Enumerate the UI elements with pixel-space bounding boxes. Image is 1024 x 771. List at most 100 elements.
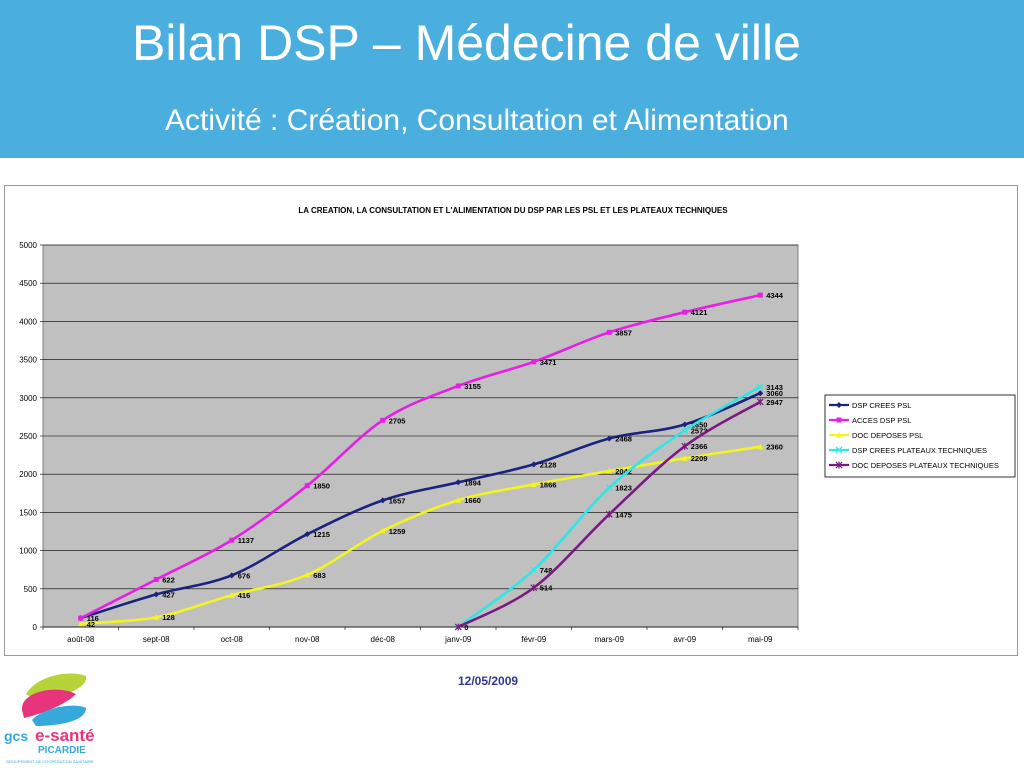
data-point: [530, 584, 538, 592]
x-tick-label: oct-08: [221, 635, 244, 644]
data-label: 2947: [766, 398, 783, 407]
data-point: [380, 417, 386, 423]
chart-container: LA CREATION, LA CONSULTATION ET L'ALIMEN…: [4, 185, 1018, 656]
series-line-2: [80, 445, 761, 626]
data-label: 1475: [615, 510, 632, 519]
data-point: [455, 383, 461, 389]
slide-subtitle: Activité : Création, Consultation et Ali…: [165, 104, 789, 137]
plot-area: 0 500 1000 1500 2000 2500 3000 3500 4000 4500 5000…: [19, 241, 799, 644]
legend-marker: [835, 461, 843, 469]
data-point: [605, 510, 613, 518]
slide-date: 12/05/2009: [458, 674, 519, 688]
data-point: [530, 481, 537, 487]
data-label: 683: [313, 571, 326, 580]
data-point: [682, 309, 688, 315]
x-tick-label: nov-08: [295, 635, 320, 644]
data-point: [605, 484, 613, 492]
data-label: 2573: [691, 426, 708, 435]
data-point: [757, 390, 764, 397]
logo-swoosh-blue: [32, 705, 86, 726]
data-label: 514: [540, 584, 553, 593]
data-point: [77, 620, 84, 627]
data-label: 1657: [389, 496, 406, 505]
data-label: 2209: [691, 454, 708, 463]
data-label: 2468: [615, 434, 632, 443]
data-point: [455, 479, 462, 486]
data-point: [681, 455, 688, 461]
data-label: 1215: [313, 530, 330, 539]
data-point: [153, 614, 160, 620]
data-label: 2705: [389, 416, 406, 425]
data-label: 622: [162, 575, 175, 584]
data-point: [606, 435, 613, 442]
svg-text:e-santé: e-santé: [35, 726, 95, 745]
y-tick-label: 0: [33, 623, 38, 632]
x-tick-label: janv-09: [444, 635, 472, 644]
data-point: [455, 497, 462, 503]
data-label: 2128: [540, 460, 557, 469]
series-line-0: [80, 392, 761, 620]
y-tick-label: 2000: [19, 470, 37, 479]
legend-marker: [836, 402, 842, 408]
svg-text:GROUPEMENT DE COOPÉRATION SANI: GROUPEMENT DE COOPÉRATION SANITAIRE: [6, 759, 94, 764]
data-label: 0: [464, 623, 468, 632]
data-label: 3143: [766, 383, 783, 392]
y-tick-label: 1500: [19, 508, 37, 517]
data-point: [530, 461, 537, 468]
data-label: 1894: [464, 478, 482, 487]
legend-label: ACCES DSP PSL: [852, 416, 911, 425]
data-point: [153, 591, 160, 598]
data-point: [757, 443, 764, 450]
data-label: 116: [87, 614, 99, 623]
data-label: 427: [162, 590, 175, 599]
data-label: 3155: [464, 382, 481, 391]
data-point: [454, 623, 462, 631]
data-point: [379, 497, 386, 504]
data-point: [681, 426, 689, 434]
svg-text:gcs: gcs: [4, 728, 28, 744]
x-tick-label: mai-09: [748, 635, 773, 644]
y-tick-label: 4500: [19, 279, 37, 288]
x-tick-label: sept-08: [143, 635, 170, 644]
legend-label: DOC DEPOSES PLATEAUX TECHNIQUES: [852, 461, 999, 470]
series-line-1: [80, 293, 761, 620]
data-label: 748: [540, 566, 553, 575]
data-point: [756, 383, 764, 391]
y-tick-label: 5000: [19, 241, 37, 250]
data-label: 2360: [766, 443, 783, 452]
data-label: 42: [87, 620, 95, 629]
data-label: 416: [238, 591, 251, 600]
data-point: [681, 421, 688, 428]
data-label: 676: [238, 571, 251, 580]
legend-marker: [835, 446, 843, 454]
gcs-esante-logo: gcs e-santé PICARDIE GROUPEMENT DE COOPÉ…: [2, 668, 112, 766]
svg-text:PICARDIE: PICARDIE: [38, 745, 86, 756]
data-label: 3060: [766, 389, 783, 398]
logo-graphic: gcs e-santé PICARDIE GROUPEMENT DE COOPÉ…: [4, 673, 95, 764]
x-tick-label: août-08: [67, 635, 95, 644]
data-point: [681, 442, 689, 450]
data-label: 128: [162, 613, 175, 622]
data-point: [304, 571, 311, 578]
data-point: [228, 572, 235, 579]
data-label: 1259: [389, 527, 406, 536]
data-label: 3471: [540, 358, 557, 367]
data-point: [531, 359, 537, 365]
data-point: [304, 483, 310, 489]
x-tick-label: avr-09: [673, 635, 696, 644]
data-point: [756, 398, 764, 406]
data-label: 1823: [615, 484, 632, 493]
data-label: 2042: [615, 467, 632, 476]
data-point: [229, 537, 235, 543]
data-point: [530, 566, 538, 574]
logo-swoosh-pink: [21, 689, 76, 718]
data-label: 1137: [238, 536, 254, 545]
data-point: [304, 531, 311, 538]
slide-header: Bilan DSP – Médecine de ville Activité :…: [0, 0, 1024, 158]
data-point: [757, 292, 763, 298]
chart-legend: DSP CREES PSL ACCES DSP PSL DOC DEPOSES PS…: [824, 394, 1016, 478]
data-point: [379, 527, 386, 534]
data-label: 4344: [766, 291, 784, 300]
slide-title: Bilan DSP – Médecine de ville: [132, 15, 801, 71]
legend-box: [824, 394, 1016, 478]
